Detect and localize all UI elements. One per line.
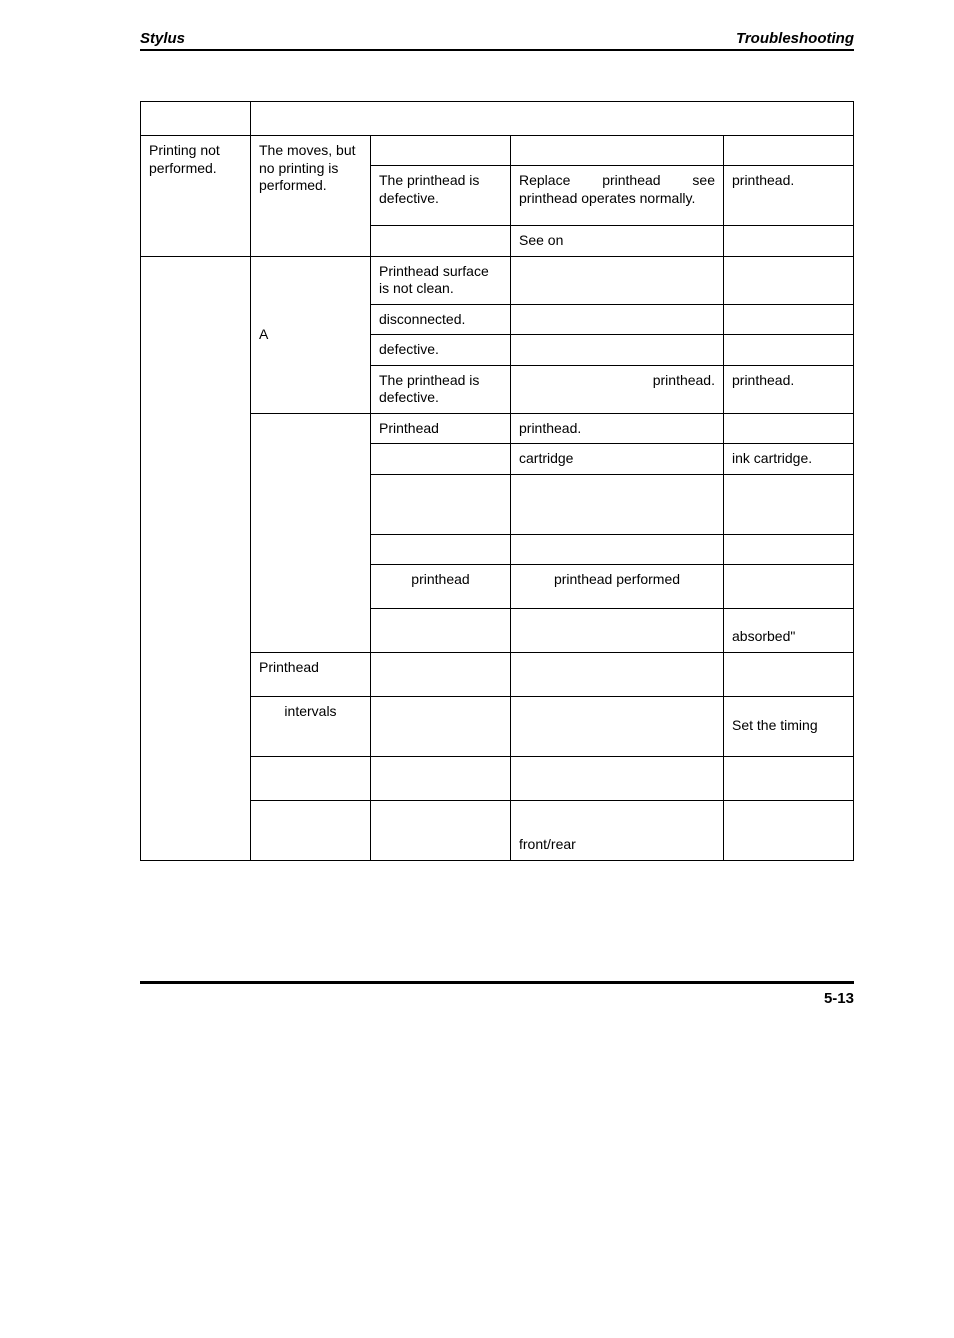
cell: printhead. xyxy=(724,365,854,413)
cell: Printhead xyxy=(371,413,511,444)
cell xyxy=(724,413,854,444)
cell: printhead xyxy=(371,564,511,608)
cell-cause: The printhead is defective. xyxy=(371,166,511,226)
cell: The printhead is defective. xyxy=(371,365,511,413)
page-number: 5-13 xyxy=(140,990,854,1007)
cell xyxy=(371,136,511,166)
cell xyxy=(141,256,251,860)
cell xyxy=(724,800,854,860)
cell xyxy=(371,652,511,696)
troubleshooting-table: Printing not performed. The moves, but n… xyxy=(140,101,854,861)
cell xyxy=(724,136,854,166)
cell xyxy=(251,800,371,860)
cell xyxy=(511,534,724,564)
cell xyxy=(511,608,724,652)
cell: cartridge xyxy=(511,444,724,475)
cell xyxy=(511,696,724,756)
table-row xyxy=(141,102,854,136)
cell xyxy=(511,756,724,800)
cell xyxy=(724,335,854,366)
cell xyxy=(724,534,854,564)
cell xyxy=(724,226,854,257)
header-right: Troubleshooting xyxy=(736,30,854,47)
cell xyxy=(511,304,724,335)
cell xyxy=(724,652,854,696)
cell xyxy=(511,474,724,534)
cell xyxy=(724,304,854,335)
cell xyxy=(511,256,724,304)
cell xyxy=(371,608,511,652)
header-left: Stylus xyxy=(140,30,185,47)
cell xyxy=(724,564,854,608)
cell: disconnected. xyxy=(371,304,511,335)
cell: printhead. xyxy=(511,365,724,413)
page-header: Stylus Troubleshooting xyxy=(140,30,854,51)
cell: defective. xyxy=(371,335,511,366)
cell xyxy=(724,474,854,534)
cell: intervals xyxy=(251,696,371,756)
cell xyxy=(371,696,511,756)
cell: printhead performed xyxy=(511,564,724,608)
cell xyxy=(371,444,511,475)
cell: A xyxy=(251,256,371,413)
cell xyxy=(371,800,511,860)
cell: ink cartridge. xyxy=(724,444,854,475)
table-row: A Printhead surface is not clean. xyxy=(141,256,854,304)
cell-symptom: Printing not performed. xyxy=(141,136,251,257)
cell-remedy: printhead. xyxy=(724,166,854,226)
cell xyxy=(251,413,371,652)
cell xyxy=(371,756,511,800)
cell xyxy=(251,102,854,136)
cell xyxy=(251,756,371,800)
footer-divider xyxy=(140,981,854,984)
cell: Set the timing xyxy=(724,696,854,756)
cell xyxy=(371,226,511,257)
cell xyxy=(724,256,854,304)
cell xyxy=(511,335,724,366)
cell-condition: The moves, but no printing is performed. xyxy=(251,136,371,257)
cell xyxy=(724,756,854,800)
cell xyxy=(511,136,724,166)
cell xyxy=(511,652,724,696)
cell: Printhead surface is not clean. xyxy=(371,256,511,304)
cell xyxy=(141,102,251,136)
page: Stylus Troubleshooting Printing not perf… xyxy=(0,0,954,1047)
cell: See on xyxy=(511,226,724,257)
cell xyxy=(371,474,511,534)
cell-check: Replace printhead see printhead operates… xyxy=(511,166,724,226)
cell: Printhead xyxy=(251,652,371,696)
table-row: Printing not performed. The moves, but n… xyxy=(141,136,854,166)
cell: absorbed" xyxy=(724,608,854,652)
cell: printhead. xyxy=(511,413,724,444)
cell xyxy=(371,534,511,564)
cell: front/rear xyxy=(511,800,724,860)
